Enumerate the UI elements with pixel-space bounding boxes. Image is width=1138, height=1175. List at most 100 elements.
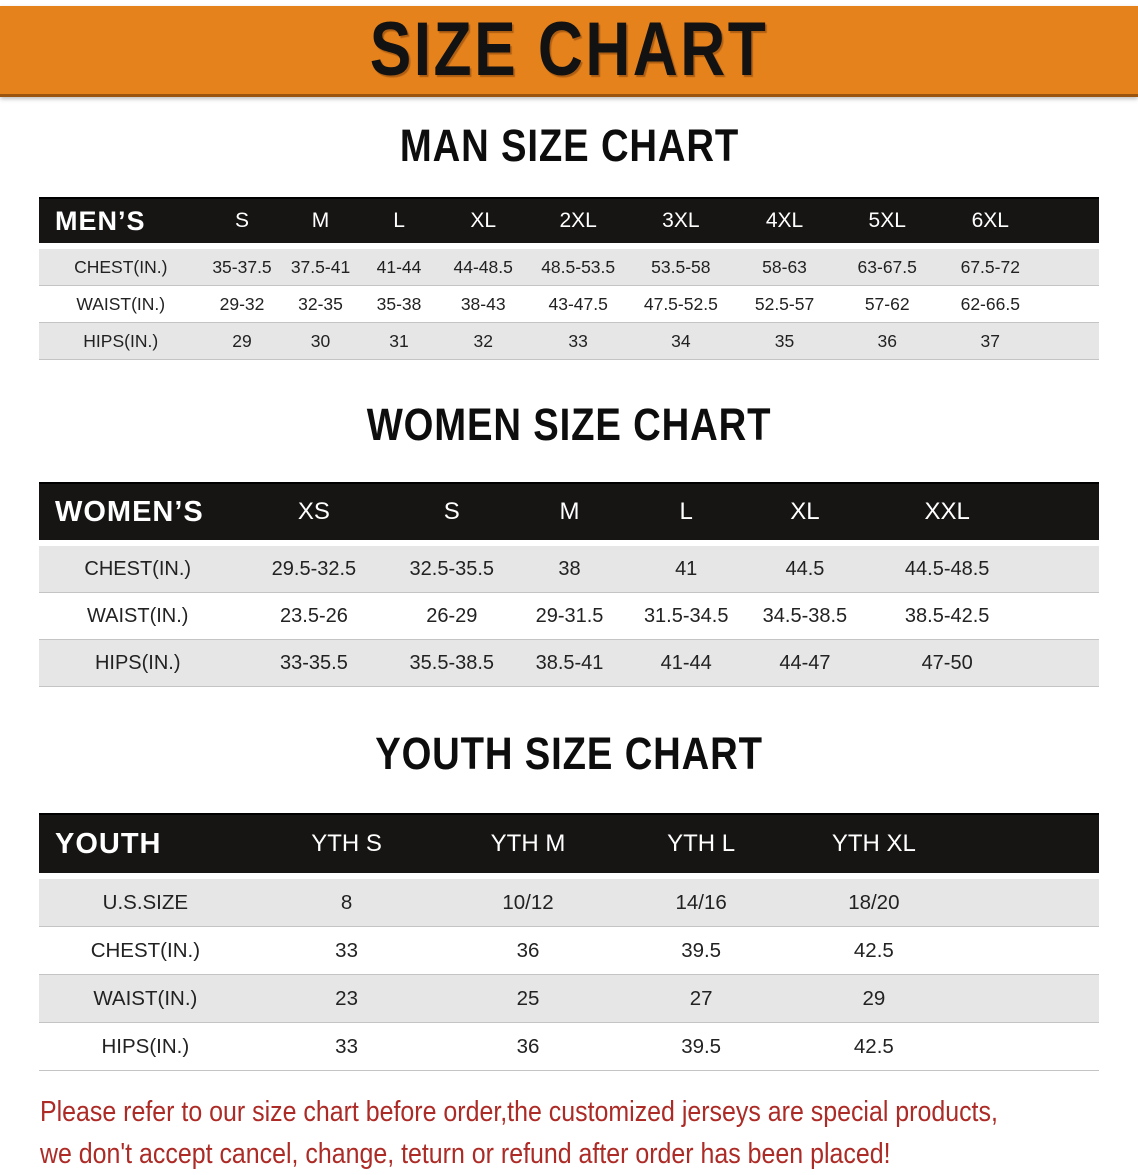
measurement-value: 33 (251, 926, 442, 975)
measurement-value: 47.5-52.5 (628, 285, 734, 323)
size-column-header: M (281, 197, 360, 249)
measurement-value: 34.5-38.5 (745, 592, 865, 640)
measurement-value: 44-48.5 (438, 246, 528, 286)
measurement-row: HIPS(IN.) 29 30 31 32 33 34 35 36 37 (39, 322, 1099, 360)
size-column-header: L (626, 482, 746, 546)
measurement-row: CHEST(IN.) 35-37.5 37.5-41 41-44 44-48.5 48.5… (39, 246, 1099, 286)
measurement-value: 41-44 (359, 246, 439, 286)
size-column-header: XL (438, 197, 528, 249)
size-column-header: 3XL (628, 197, 734, 249)
youth-section-heading: YOUTH SIZE CHART (0, 729, 1138, 787)
measurement-value: 63-67.5 (835, 246, 939, 286)
footer-disclaimer: Please refer to our size chart before or… (40, 1091, 1138, 1175)
size-column-header: XL (745, 482, 865, 546)
size-column-header: S (391, 482, 513, 546)
measurement-value: 35 (733, 322, 836, 360)
measurement-value: 58-63 (733, 246, 836, 286)
measurement-value: 57-62 (835, 285, 939, 323)
size-column-header: YTH L (614, 813, 788, 879)
measurement-value: 44.5-48.5 (864, 543, 1099, 593)
measurement-value: 35-37.5 (202, 246, 282, 286)
measurement-value: 18/20 (787, 876, 1099, 927)
measurement-value: 25 (441, 974, 615, 1023)
youth-heading-text: YOUTH SIZE CHART (375, 728, 763, 779)
women-heading-text: WOMEN SIZE CHART (366, 399, 772, 450)
size-column-header: YTH S (251, 813, 442, 879)
size-column-header: XXL (864, 482, 1099, 546)
size-column-header: YTH M (441, 813, 615, 879)
measurement-label: WAIST(IN.) (39, 285, 203, 323)
measurement-row: WAIST(IN.) 23 25 27 29 (39, 974, 1099, 1023)
women-size-table: WOMEN’S XS S M L XL XXL CHEST(IN.) 29.5-32.5 32.5… (39, 482, 1099, 687)
measurement-value: 39.5 (614, 1022, 788, 1071)
measurement-value: 37 (938, 322, 1099, 360)
measurement-label: CHEST(IN.) (39, 926, 252, 975)
measurement-value: 33 (251, 1022, 442, 1071)
measurement-value: 31.5-34.5 (626, 592, 746, 640)
measurement-value: 23.5-26 (236, 592, 392, 640)
measurement-value: 29-32 (202, 285, 282, 323)
size-column-header: L (359, 197, 439, 249)
measurement-row: HIPS(IN.) 33 36 39.5 42.5 (39, 1022, 1099, 1071)
size-column-header: XS (236, 482, 392, 546)
measurement-row: WAIST(IN.) 23.5-26 26-29 29-31.5 31.5-34.5 34… (39, 592, 1099, 640)
measurement-row: U.S.SIZE 8 10/12 14/16 18/20 (39, 876, 1099, 927)
size-chart-banner: SIZE CHART (0, 6, 1138, 97)
size-column-header: 5XL (835, 197, 939, 249)
size-header-row: YOUTH YTH S YTH M YTH L YTH XL (39, 813, 1099, 879)
measurement-value: 33 (527, 322, 629, 360)
measurement-row: CHEST(IN.) 29.5-32.5 32.5-35.5 38 41 44.5 44.5… (39, 543, 1099, 593)
measurement-value: 37.5-41 (281, 246, 360, 286)
measurement-row: WAIST(IN.) 29-32 32-35 35-38 38-43 43-47.5 47.… (39, 285, 1099, 323)
measurement-value: 38-43 (438, 285, 528, 323)
measurement-value: 14/16 (614, 876, 788, 927)
youth-size-table: YOUTH YTH S YTH M YTH L YTH XL U.S.SIZE 8 10/12… (39, 813, 1099, 1071)
size-column-header: M (512, 482, 627, 546)
measurement-value: 38.5-42.5 (864, 592, 1099, 640)
measurement-value: 23 (251, 974, 442, 1023)
measurement-value: 31 (359, 322, 439, 360)
measurement-value: 41-44 (626, 639, 746, 687)
measurement-value: 32 (438, 322, 528, 360)
measurement-value: 38.5-41 (512, 639, 627, 687)
size-header-row: MEN’S S M L XL 2XL 3XL 4XL 5XL 6XL (39, 197, 1099, 249)
measurement-value: 52.5-57 (733, 285, 836, 323)
measurement-label: CHEST(IN.) (39, 543, 237, 593)
measurement-value: 53.5-58 (628, 246, 734, 286)
measurement-value: 62-66.5 (938, 285, 1099, 323)
size-column-header: YTH XL (787, 813, 1099, 879)
measurement-value: 10/12 (441, 876, 615, 927)
measurement-value: 34 (628, 322, 734, 360)
measurement-label: WAIST(IN.) (39, 592, 237, 640)
measurement-label: WAIST(IN.) (39, 974, 252, 1023)
measurement-value: 33-35.5 (236, 639, 392, 687)
measurement-value: 39.5 (614, 926, 788, 975)
measurement-value: 35.5-38.5 (391, 639, 513, 687)
measurement-label: HIPS(IN.) (39, 1022, 252, 1071)
footer-line-2: we don't accept cancel, change, teturn o… (40, 1138, 891, 1170)
measurement-label: U.S.SIZE (39, 876, 252, 927)
banner-title: SIZE CHART (369, 7, 769, 92)
measurement-value: 47-50 (864, 639, 1099, 687)
measurement-value: 29 (202, 322, 282, 360)
men-heading-text: MAN SIZE CHART (399, 120, 739, 171)
table-title-cell: WOMEN’S (39, 482, 237, 546)
men-size-table: MEN’S S M L XL 2XL 3XL 4XL 5XL 6XL CHEST(IN.) 35-37… (39, 197, 1099, 360)
measurement-value: 30 (281, 322, 360, 360)
measurement-value: 26-29 (391, 592, 513, 640)
measurement-row: CHEST(IN.) 33 36 39.5 42.5 (39, 926, 1099, 975)
measurement-value: 43-47.5 (527, 285, 629, 323)
measurement-label: CHEST(IN.) (39, 246, 203, 286)
measurement-label: HIPS(IN.) (39, 322, 203, 360)
measurement-value: 42.5 (787, 926, 1099, 975)
measurement-value: 67.5-72 (938, 246, 1099, 286)
measurement-value: 44-47 (745, 639, 865, 687)
measurement-value: 29.5-32.5 (236, 543, 392, 593)
measurement-value: 36 (441, 926, 615, 975)
men-section-heading: MAN SIZE CHART (0, 121, 1138, 179)
table-title-cell: MEN’S (39, 197, 203, 249)
measurement-value: 32-35 (281, 285, 360, 323)
measurement-value: 29-31.5 (512, 592, 627, 640)
measurement-label: HIPS(IN.) (39, 639, 237, 687)
measurement-value: 36 (441, 1022, 615, 1071)
